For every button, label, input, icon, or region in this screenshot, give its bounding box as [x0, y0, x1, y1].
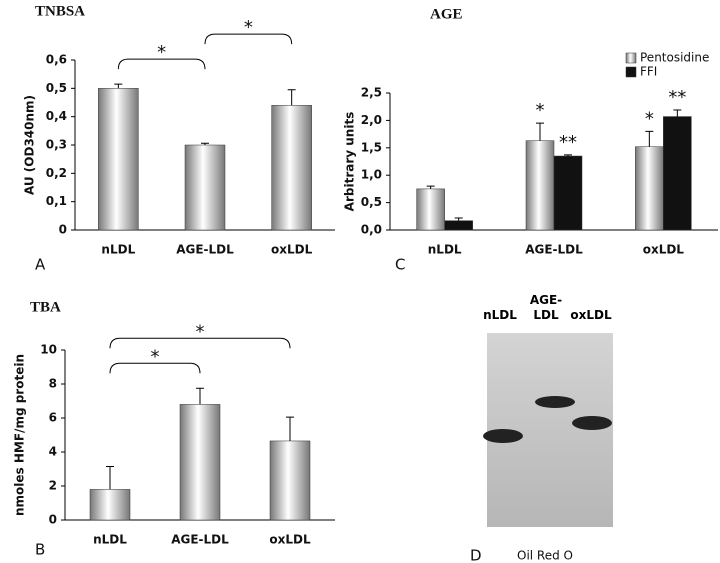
error-bar — [536, 122, 544, 141]
y-axis-title: AU (OD340nm) — [23, 95, 37, 195]
significance-bracket — [117, 58, 206, 70]
x-tick-label: AGE-LDL — [171, 533, 229, 547]
significance-label: ** — [559, 132, 577, 153]
significance-label: * — [536, 100, 545, 121]
bar — [416, 188, 445, 231]
bar — [663, 116, 692, 231]
bar — [179, 404, 221, 521]
y-tick-label: 0,0 — [361, 223, 382, 237]
legend-label: FFI — [640, 65, 657, 79]
x-tick-label: oxLDL — [271, 243, 313, 257]
x-tick-label: nLDL — [428, 243, 462, 257]
y-tick-label: 1,5 — [361, 140, 382, 154]
bar — [635, 146, 664, 231]
gel-band — [483, 429, 523, 443]
chart-title: TNBSA — [35, 3, 85, 19]
lane-label: oxLDL — [570, 308, 612, 322]
significance-label: * — [196, 321, 205, 342]
panel-letter: D — [470, 547, 482, 563]
error-bar — [454, 217, 463, 221]
legend-swatch — [625, 52, 637, 64]
error-bar — [114, 83, 123, 89]
x-tick-label: nLDL — [93, 533, 127, 547]
y-tick-label: 0,5 — [46, 81, 67, 95]
y-tick-label: 6 — [49, 411, 57, 425]
y-tick-label: 4 — [49, 445, 57, 459]
chart-title: AGE — [430, 6, 463, 22]
x-tick-label: nLDL — [101, 243, 135, 257]
x-tick-label: oxLDL — [643, 243, 685, 257]
y-tick-label: 0,3 — [46, 138, 67, 152]
gel-band — [535, 396, 575, 408]
x-tick-label: AGE-LDL — [525, 243, 583, 257]
significance-bracket — [109, 362, 201, 374]
y-tick-label: 0,1 — [46, 194, 67, 208]
x-tick-label: oxLDL — [269, 533, 311, 547]
error-bar — [564, 154, 572, 157]
bar — [269, 440, 311, 521]
significance-label: * — [151, 346, 160, 367]
bar — [444, 220, 473, 231]
y-tick-label: 0 — [59, 223, 67, 237]
significance-label: * — [157, 42, 166, 63]
lane-label: nLDL — [483, 308, 517, 322]
y-tick-label: 10 — [40, 343, 57, 357]
y-tick-label: 2,0 — [361, 113, 382, 127]
significance-label: ** — [668, 87, 686, 108]
y-tick-label: 0,2 — [46, 166, 67, 180]
significance-label: * — [645, 108, 654, 129]
y-tick-label: 0,5 — [361, 195, 382, 209]
y-tick-label: 1,0 — [361, 168, 382, 182]
y-tick-label: 2,5 — [361, 86, 382, 100]
panel-letter: C — [395, 256, 405, 274]
x-tick-label: AGE-LDL — [176, 243, 234, 257]
y-tick-label: 0,6 — [46, 53, 67, 67]
gel-caption: Oil Red O — [517, 549, 573, 563]
legend-label: Pentosidine — [640, 51, 709, 65]
y-axis-title: Arbitrary units — [343, 112, 357, 212]
significance-bracket — [109, 337, 291, 349]
significance-label: * — [244, 17, 253, 38]
bar — [98, 88, 139, 231]
bar — [89, 489, 131, 521]
lane-label: AGE- LDL — [529, 293, 563, 322]
bar — [525, 140, 555, 231]
significance-bracket — [204, 33, 293, 45]
chart-title: TBA — [30, 299, 61, 315]
bar — [184, 144, 226, 231]
error-bar — [286, 416, 294, 441]
y-tick-label: 0 — [49, 513, 57, 527]
error-bar — [106, 465, 114, 490]
bar — [271, 105, 312, 231]
panel-letter: B — [35, 541, 45, 559]
error-bar — [673, 109, 682, 117]
error-bar — [287, 89, 296, 106]
error-bar — [645, 130, 654, 147]
bar — [553, 155, 583, 231]
error-bar — [426, 185, 435, 189]
error-bar — [196, 387, 204, 405]
legend-swatch — [625, 66, 637, 78]
y-tick-label: 0,4 — [46, 109, 67, 123]
y-axis-title: nmoles HMF/mg protein — [13, 354, 27, 516]
y-tick-label: 2 — [49, 479, 57, 493]
panel-letter: A — [35, 256, 46, 274]
error-bar — [201, 142, 209, 145]
y-tick-label: 8 — [49, 377, 57, 391]
gel-band — [572, 416, 612, 430]
